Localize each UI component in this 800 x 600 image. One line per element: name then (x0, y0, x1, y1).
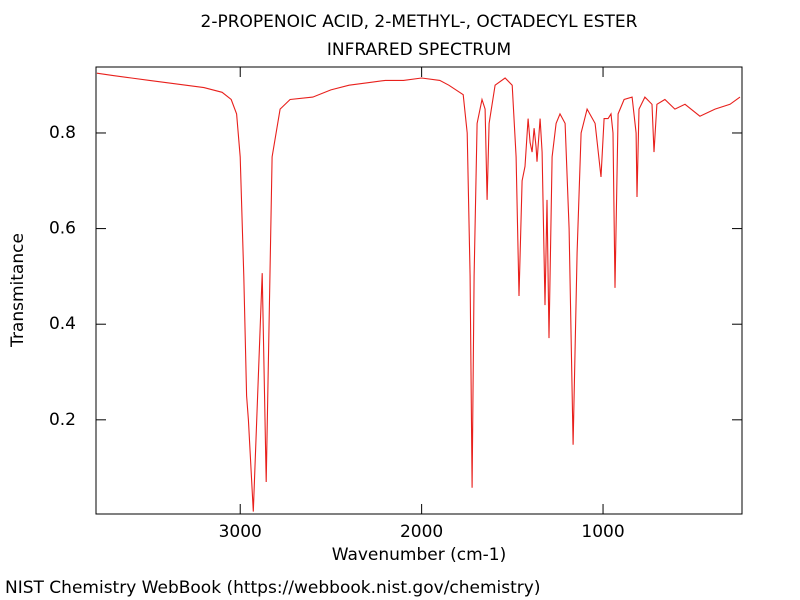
spectrum-line (96, 72, 741, 512)
source-note: NIST Chemistry WebBook (https://webbook.… (5, 578, 540, 598)
chart-subtitle: INFRARED SPECTRUM (327, 40, 511, 60)
plot-frame (95, 66, 743, 515)
y-tick-label: 0.6 (49, 219, 76, 239)
chart-title: 2-PROPENOIC ACID, 2-METHYL-, OCTADECYL E… (201, 12, 638, 32)
y-tick-label: 0.8 (49, 123, 76, 143)
x-axis-label: Wavenumber (cm-1) (332, 545, 507, 565)
y-tick-label: 0.4 (49, 314, 76, 334)
x-tick-label: 1000 (581, 522, 624, 542)
x-tick-label: 2000 (400, 522, 443, 542)
y-tick-label: 0.2 (49, 410, 76, 430)
x-tick-label: 3000 (219, 522, 262, 542)
y-axis-label: Transmitance (8, 233, 28, 348)
